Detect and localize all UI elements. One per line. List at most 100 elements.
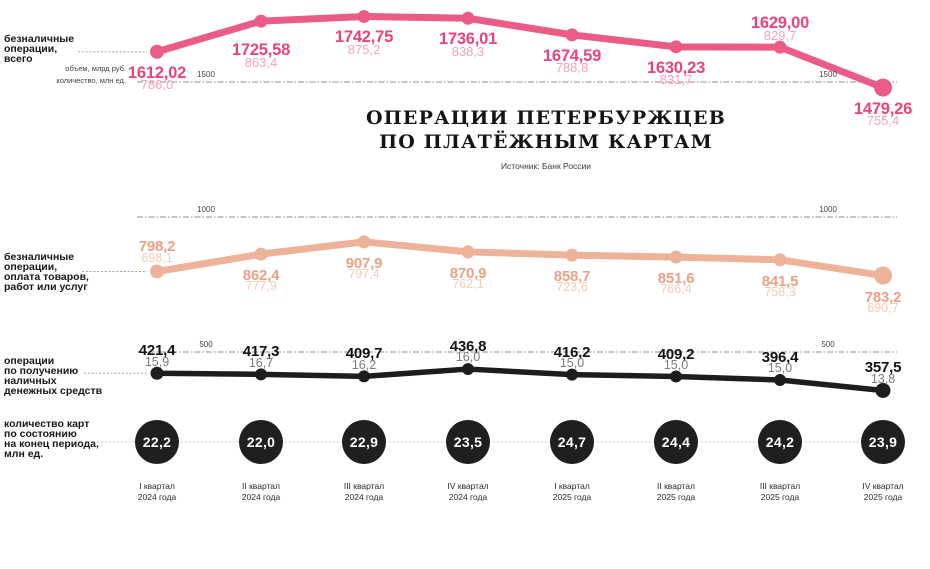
card-count-circle	[135, 420, 179, 464]
count-label: 15,0	[663, 357, 689, 372]
x-category-line: 2025 года	[552, 491, 592, 502]
data-point	[774, 373, 786, 386]
grid-label-left: 1500	[197, 70, 215, 79]
data-point	[773, 253, 787, 267]
count-label: 777,9	[245, 279, 277, 294]
count-label: 16,2	[351, 357, 377, 372]
value-label: 1612,02	[127, 63, 187, 82]
x-category-line: 2024 года	[137, 491, 177, 502]
data-point	[357, 235, 371, 249]
count-label: 875,2	[347, 41, 381, 57]
series-line-1	[153, 238, 887, 280]
x-category: IV квартал 2025 года	[841, 481, 925, 502]
card-count-value: 24,7	[557, 434, 587, 450]
x-category-line: III квартал	[343, 481, 385, 491]
x-category: III квартал 2025 года	[738, 481, 822, 502]
value-label: 858,7	[553, 268, 591, 286]
data-point	[358, 370, 370, 383]
value-label: 409,2	[657, 345, 695, 363]
x-category: III квартал 2024 года	[322, 481, 406, 502]
data-point	[461, 11, 475, 25]
series-label-line: наличных	[4, 374, 57, 387]
count-label: 762,1	[452, 277, 484, 292]
data-point	[461, 245, 475, 259]
value-label: 396,4	[761, 348, 799, 366]
count-label: 13,8	[870, 371, 896, 386]
card-count-circle	[654, 420, 698, 464]
count-label: 723,6	[556, 280, 588, 295]
x-category-line: 2025 года	[863, 491, 903, 502]
x-category: I квартал 2025 года	[530, 481, 614, 502]
value-label: 862,4	[242, 267, 280, 285]
x-category-line: III квартал	[759, 481, 801, 491]
x-category-line: I квартал	[139, 481, 175, 491]
count-label: 786,0	[140, 77, 174, 93]
value-label: 1742,75	[334, 28, 394, 47]
grid-label-right: 1000	[819, 205, 837, 214]
value-label: 416,2	[553, 343, 591, 361]
value-label: 1736,01	[438, 30, 498, 49]
count-label: 831,7	[659, 72, 693, 88]
card-count-value: 24,4	[661, 434, 691, 450]
data-point	[150, 44, 164, 59]
series-label-line: млн ед.	[4, 448, 44, 461]
card-count-circle	[758, 420, 802, 464]
series-label-line: по получению	[4, 364, 79, 377]
count-label: 838,3	[451, 43, 485, 59]
series-label-line: работ или услуг	[4, 281, 88, 294]
x-category-line: 2025 года	[656, 491, 696, 502]
value-label: 851,6	[657, 270, 695, 288]
data-point	[565, 248, 579, 262]
count-label: 16,0	[455, 350, 481, 365]
axis-unit-count: количество, млн ед.	[56, 75, 126, 85]
count-label: 766,4	[660, 282, 692, 297]
value-label: 357,5	[864, 359, 902, 377]
data-point	[773, 40, 787, 54]
series-label-line: количество карт	[4, 417, 90, 430]
chart-title-line2: ПО ПЛАТЁЖНЫМ КАРТАМ	[379, 131, 713, 153]
axis-units: объем, млрд руб. количество, млн ед.	[20, 63, 126, 86]
x-category: II квартал 2025 года	[634, 481, 718, 502]
series-label-line: оплата товаров,	[4, 270, 89, 283]
value-label: 409,7	[345, 345, 383, 363]
card-count-value: 22,9	[349, 434, 379, 450]
value-label: 798,2	[138, 238, 176, 256]
series-line-0	[153, 12, 887, 92]
data-point	[669, 40, 683, 54]
data-point	[255, 368, 267, 381]
series-label-cards: количество карт по состоянию на конец пери…	[4, 417, 99, 461]
data-point	[150, 264, 164, 279]
series-label-line: безналичные	[4, 33, 75, 45]
x-category-line: 2025 года	[760, 491, 800, 502]
axis-unit-volume: объем, млрд руб.	[65, 64, 126, 73]
series-label-line: безналичные	[4, 250, 75, 263]
series-label-line: всего	[4, 53, 33, 66]
data-point	[357, 9, 371, 23]
x-category-line: I квартал	[554, 481, 590, 491]
card-count-value: 22,2	[142, 434, 172, 450]
value-label: 1674,59	[542, 46, 602, 65]
data-point	[150, 366, 164, 380]
series-line-2	[154, 366, 886, 394]
value-label: 907,9	[345, 254, 383, 272]
value-label: 1629,00	[750, 14, 810, 33]
count-label: 788,8	[555, 60, 589, 76]
card-count-circle	[446, 420, 490, 464]
card-count-value: 22,0	[246, 434, 276, 450]
card-count-circle	[342, 420, 386, 464]
data-point	[462, 363, 474, 376]
x-category: II квартал 2024 года	[219, 481, 303, 502]
count-label: 15,0	[767, 361, 793, 376]
series-label-line: на конец периода,	[4, 437, 99, 450]
count-label: 797,4	[348, 267, 380, 282]
x-category-line: IV квартал	[447, 481, 489, 491]
count-label: 690,7	[867, 300, 899, 315]
title-block: ОПЕРАЦИИ ПЕТЕРБУРЖЦЕВ ПО ПЛАТЁЖНЫМ КАРТА…	[363, 106, 729, 171]
data-point	[669, 250, 683, 264]
x-category-line: IV квартал	[862, 481, 904, 491]
chart-title-line1: ОПЕРАЦИИ ПЕТЕРБУРЖЦЕВ	[366, 107, 726, 129]
count-label: 698,1	[141, 250, 173, 265]
value-label: 421,4	[138, 342, 176, 360]
series-label-1: безналичные операции, оплата товаров, работ…	[4, 250, 89, 294]
